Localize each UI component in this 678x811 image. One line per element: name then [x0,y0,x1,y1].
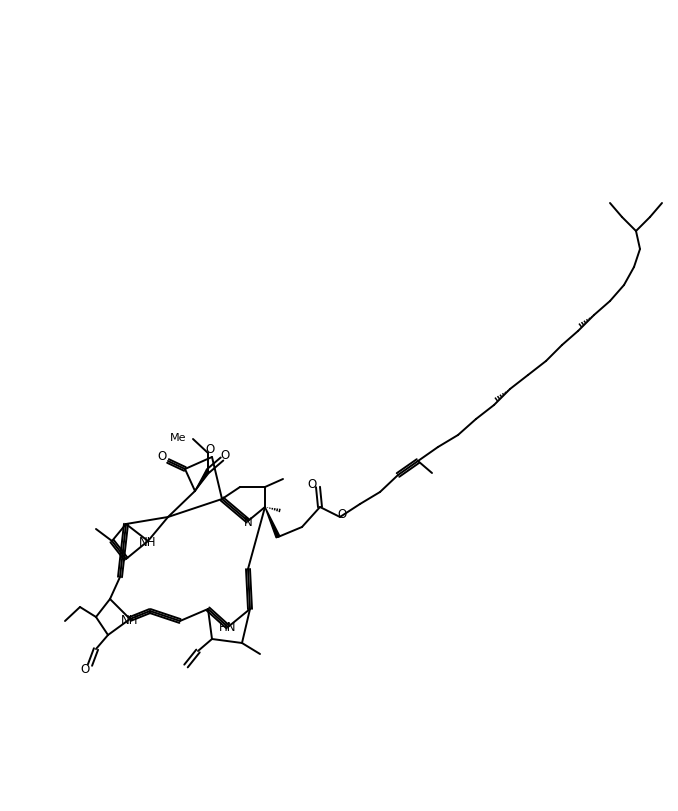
Text: O: O [220,449,230,462]
Text: N: N [243,515,252,528]
Text: O: O [338,507,346,520]
Text: O: O [307,478,317,491]
Polygon shape [195,470,210,491]
Text: O: O [205,443,215,456]
Text: O: O [81,663,89,676]
Text: HN: HN [219,620,237,633]
Text: NH: NH [139,534,157,547]
Text: O: O [157,450,167,463]
Text: Me: Me [170,432,186,443]
Text: NH: NH [121,613,139,626]
Polygon shape [265,508,280,539]
